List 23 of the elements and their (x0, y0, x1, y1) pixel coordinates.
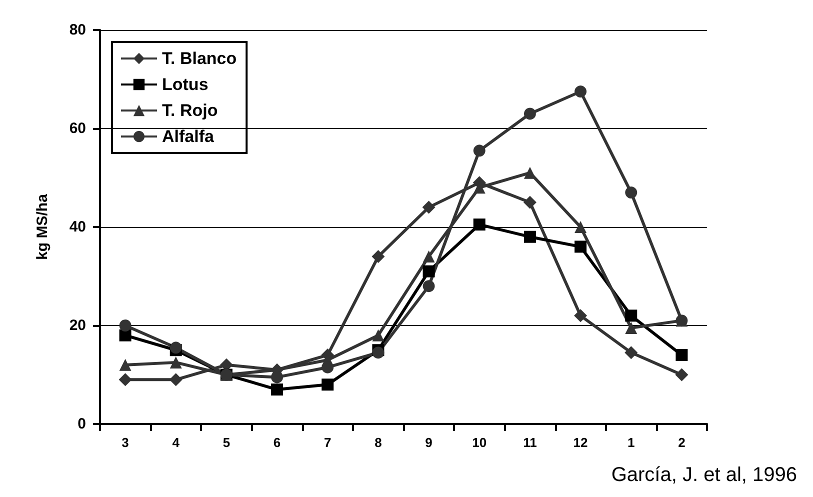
x-tick-label: 8 (374, 435, 382, 450)
text: García, J. et al, 1996 (611, 464, 797, 486)
x-tick-label: 3 (122, 435, 129, 450)
x-tick-label: 11 (523, 435, 537, 450)
x-tick-label: 2 (678, 435, 686, 450)
legend-label: Lotus (162, 75, 208, 94)
y-tick-label: 80 (69, 22, 86, 38)
x-tick-label: 1 (628, 435, 635, 450)
x-tick-label: 7 (324, 435, 332, 450)
x-tick-label: 6 (273, 435, 281, 450)
legend-label: Alfalfa (162, 127, 214, 146)
y-tick-label: 0 (78, 416, 86, 432)
y-tick-label: 20 (69, 317, 86, 334)
legend-label: T. Rojo (162, 101, 218, 120)
x-tick-label: 4 (172, 435, 180, 450)
x-tick-label: 12 (573, 435, 588, 450)
x-tick-label: 10 (472, 435, 487, 450)
x-tick-label: 5 (222, 435, 230, 450)
y-tick-label: 60 (69, 120, 86, 137)
x-tick-label: 9 (425, 435, 432, 450)
legend-label: T. Blanco (162, 49, 237, 68)
y-axis-title: kg MS/ha (34, 193, 51, 260)
y-tick-label: 40 (69, 218, 86, 236)
